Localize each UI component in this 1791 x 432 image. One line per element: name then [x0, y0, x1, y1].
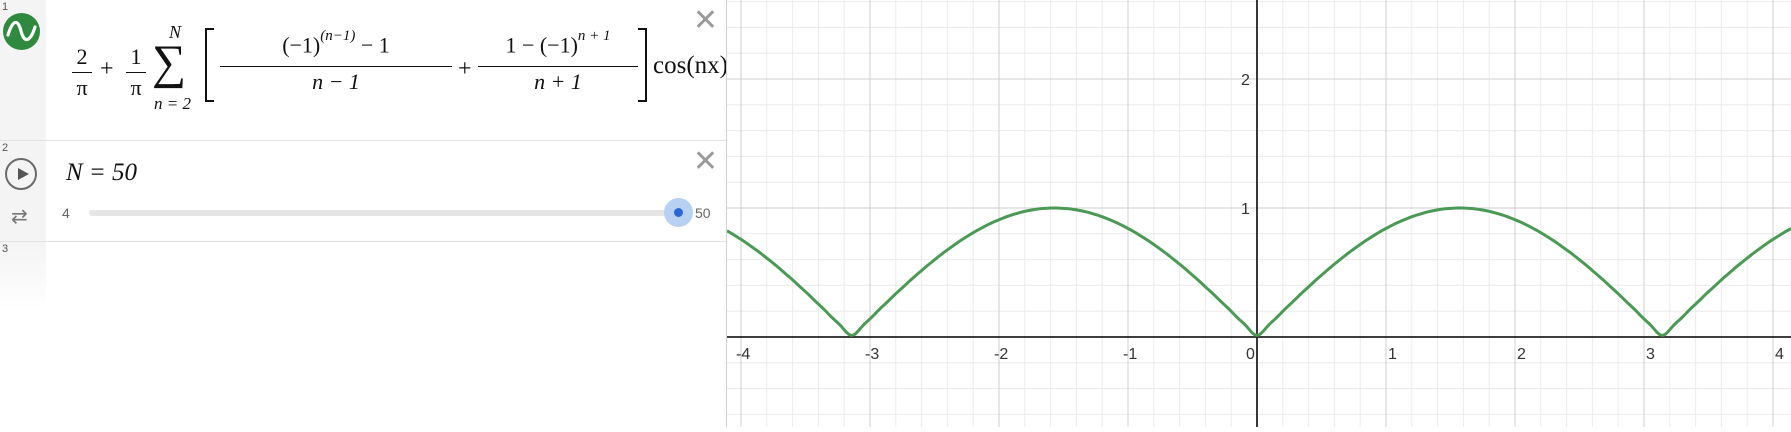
y-tick-label: 2 [1241, 72, 1250, 89]
loop-icon[interactable]: ⇄ [11, 204, 28, 228]
x-tick-label: 4 [1775, 346, 1784, 363]
x-tick-label: -4 [736, 346, 750, 363]
sigma-symbol: ∑ [152, 36, 187, 89]
delete-expression-1-button[interactable]: ✕ [692, 3, 718, 38]
right-bracket [638, 28, 647, 102]
expression-index: 3 [2, 243, 9, 255]
plus-sign: + [458, 56, 472, 82]
expression-row-3[interactable]: 3 [0, 242, 726, 312]
expression-gutter: 2 ⇄ [0, 141, 46, 241]
x-tick-label: 2 [1517, 346, 1526, 363]
slider-track[interactable] [89, 210, 679, 216]
desmos-logo-icon[interactable] [3, 13, 40, 50]
x-tick-label: 0 [1246, 346, 1255, 363]
graph-canvas[interactable]: -4 -3 -2 -1 0 1 2 3 4 1 2 [726, 0, 1791, 427]
expression-gutter: 1 [0, 0, 46, 140]
delete-expression-2-button[interactable]: ✕ [692, 144, 718, 179]
x-tick-label: 1 [1388, 346, 1397, 363]
exponent: (n−1) [320, 28, 356, 44]
expression-row-1[interactable]: 1 ✕ 2 π + 1 π N ∑ n [0, 0, 728, 141]
x-tick-label: -2 [994, 346, 1008, 363]
slider-handle[interactable] [674, 208, 683, 217]
slider-min-label[interactable]: 4 [62, 205, 70, 221]
fraction-denominator: π [130, 75, 142, 100]
play-icon[interactable] [5, 158, 37, 190]
formula[interactable]: 2 π + 1 π N ∑ n = 2 (−1)(n−1) − 1 [68, 0, 668, 140]
x-tick-label: 3 [1646, 346, 1655, 363]
slider-max-label[interactable]: 50 [695, 205, 711, 221]
sum-lower-bound: n = 2 [154, 94, 191, 113]
fraction-denominator: n + 1 [534, 69, 582, 94]
cos-term: cos(nx) [653, 52, 728, 79]
slider-expression[interactable]: N = 50 [66, 159, 138, 186]
exponent: n + 1 [577, 28, 611, 44]
fraction-numerator: 1 − (−1) [505, 32, 578, 58]
fraction-numerator: (−1) [282, 32, 321, 58]
function-curve[interactable] [726, 206, 1791, 337]
sum-upper-bound: N [169, 22, 182, 42]
fraction-denominator: π [76, 75, 88, 100]
y-tick-label: 1 [1241, 201, 1250, 218]
fraction-numerator-tail: − 1 [360, 32, 390, 58]
plus-sign: + [100, 56, 114, 82]
fraction-numerator: 1 [130, 44, 142, 69]
x-tick-label: -1 [1123, 346, 1137, 363]
left-bracket [205, 28, 214, 102]
expression-gutter: 3 [0, 242, 46, 312]
fraction-denominator: n − 1 [312, 69, 360, 94]
expression-row-2[interactable]: 2 ⇄ ✕ N = 50 4 50 [0, 141, 726, 242]
expression-index: 2 [2, 142, 9, 154]
fraction-numerator: 2 [76, 44, 88, 69]
graph-svg[interactable]: -4 -3 -2 -1 0 1 2 3 4 1 2 [726, 0, 1791, 427]
x-tick-label: -3 [865, 346, 879, 363]
expression-list: 1 ✕ 2 π + 1 π N ∑ n [0, 0, 728, 427]
expression-index: 1 [2, 1, 9, 13]
